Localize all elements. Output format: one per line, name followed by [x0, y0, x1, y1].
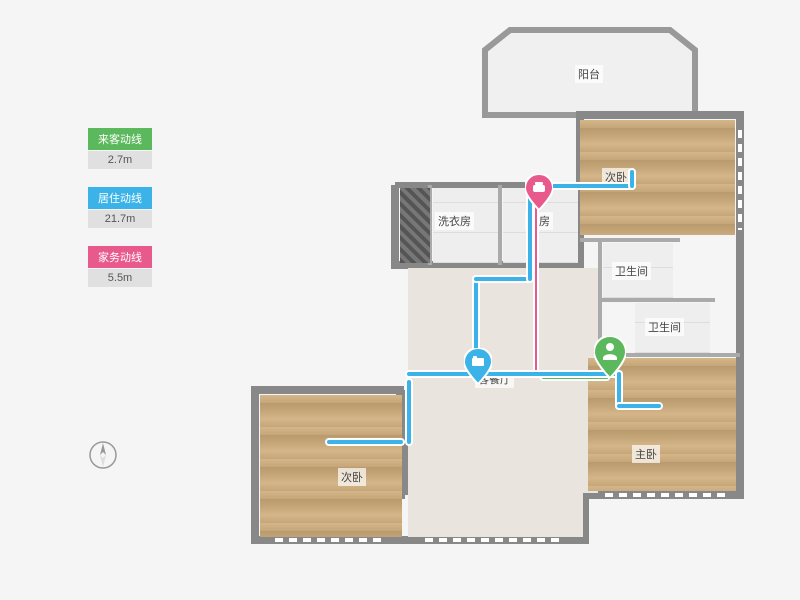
path-blue-11	[615, 402, 663, 410]
path-blue-5	[472, 275, 534, 283]
path-blue-1	[325, 438, 405, 446]
legend-item-guest: 来客动线 2.7m	[88, 128, 152, 169]
legend-label-living: 居住动线	[88, 187, 152, 209]
room-living-ext	[408, 493, 583, 537]
marker-bed-icon	[464, 348, 492, 384]
floorplan-container: 阳台 次卧 洗衣房 厨房 卫生间 卫生间 客餐厅 主卧 次卧	[250, 20, 760, 560]
legend-item-chore: 家务动线 5.5m	[88, 246, 152, 287]
legend-item-living: 居住动线 21.7m	[88, 187, 152, 228]
path-blue-8	[628, 168, 636, 190]
label-bath2: 卫生间	[645, 318, 684, 336]
label-laundry: 洗衣房	[435, 212, 474, 230]
legend-value-chore: 5.5m	[88, 269, 152, 287]
marker-pot-icon	[525, 174, 553, 210]
room-laundry-dark	[400, 188, 430, 263]
legend-label-guest: 来客动线	[88, 128, 152, 150]
label-master: 主卧	[632, 445, 660, 463]
label-bedroom3: 次卧	[338, 468, 366, 486]
legend-panel: 来客动线 2.7m 居住动线 21.7m 家务动线 5.5m	[88, 128, 152, 305]
marker-person-icon	[594, 336, 626, 378]
legend-value-living: 21.7m	[88, 210, 152, 228]
legend-label-chore: 家务动线	[88, 246, 152, 268]
compass-icon	[88, 440, 118, 470]
label-balcony: 阳台	[575, 65, 603, 83]
label-bath1: 卫生间	[612, 262, 651, 280]
room-bedroom3	[260, 395, 402, 537]
path-blue-2	[405, 378, 413, 446]
legend-value-guest: 2.7m	[88, 151, 152, 169]
